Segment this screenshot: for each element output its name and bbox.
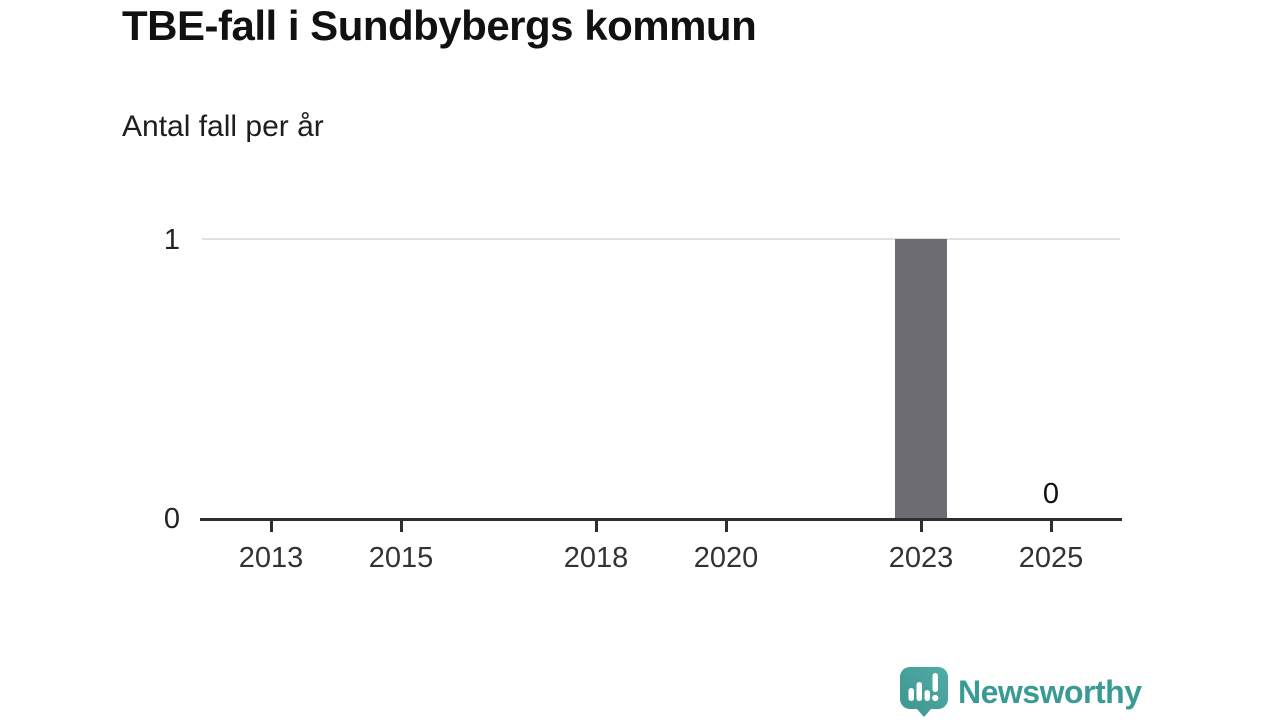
- y-tick-label: 1: [163, 224, 180, 256]
- x-tick-mark: [594, 521, 598, 532]
- x-tick-mark: [724, 521, 728, 532]
- x-tick-label: 2015: [368, 542, 434, 574]
- chart-subtitle: Antal fall per år: [122, 110, 324, 143]
- x-axis-line: [200, 518, 1122, 521]
- x-tick-mark: [399, 521, 403, 532]
- newsworthy-logo: Newsworthy: [899, 666, 1152, 718]
- x-tick-label: 2013: [238, 542, 304, 574]
- x-tick-label: 2023: [888, 542, 954, 574]
- x-tick-label: 2020: [693, 542, 759, 574]
- value-label: 0: [1042, 478, 1060, 510]
- x-tick-label: 2025: [1018, 542, 1084, 574]
- brand-name: Newsworthy: [958, 673, 1142, 710]
- x-tick-mark: [269, 521, 273, 532]
- y-tick-label: 0: [163, 503, 180, 535]
- gridline: [202, 238, 1120, 240]
- x-tick-mark: [1049, 521, 1053, 532]
- chart-title: TBE-fall i Sundbybergs kommun: [122, 2, 757, 49]
- bar-chart-speech-bubble-icon: [900, 667, 948, 717]
- bar: [895, 239, 947, 518]
- x-tick-label: 2018: [563, 542, 629, 574]
- x-tick-mark: [919, 521, 923, 532]
